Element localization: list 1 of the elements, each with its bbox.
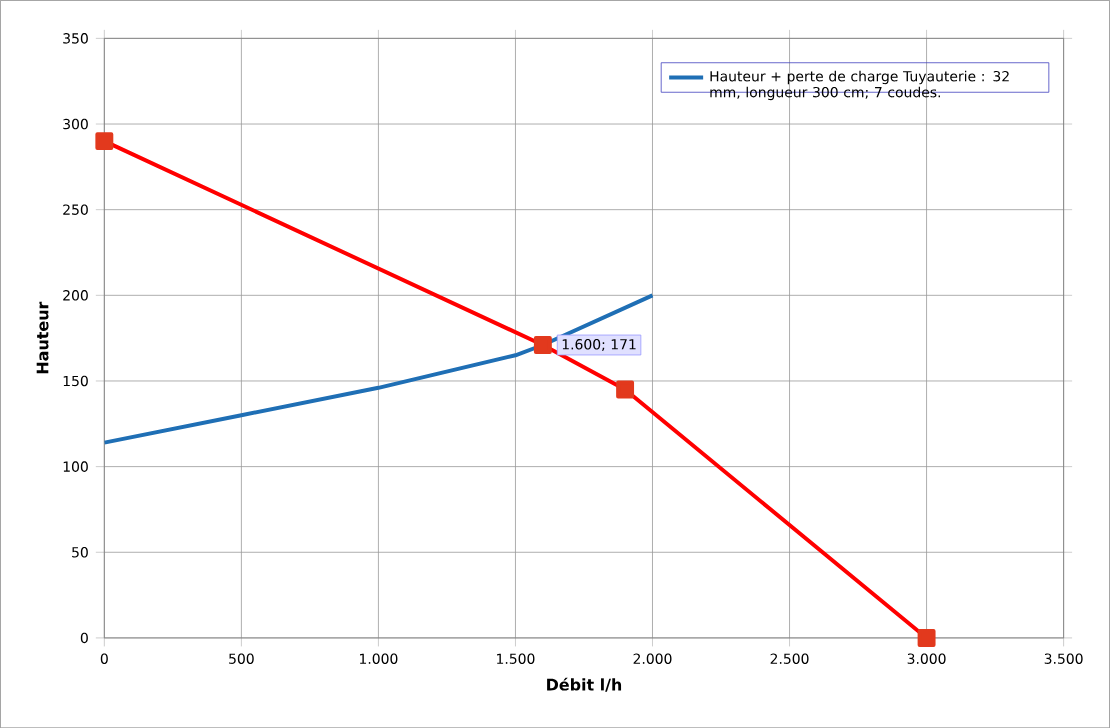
line-series <box>104 293 655 445</box>
